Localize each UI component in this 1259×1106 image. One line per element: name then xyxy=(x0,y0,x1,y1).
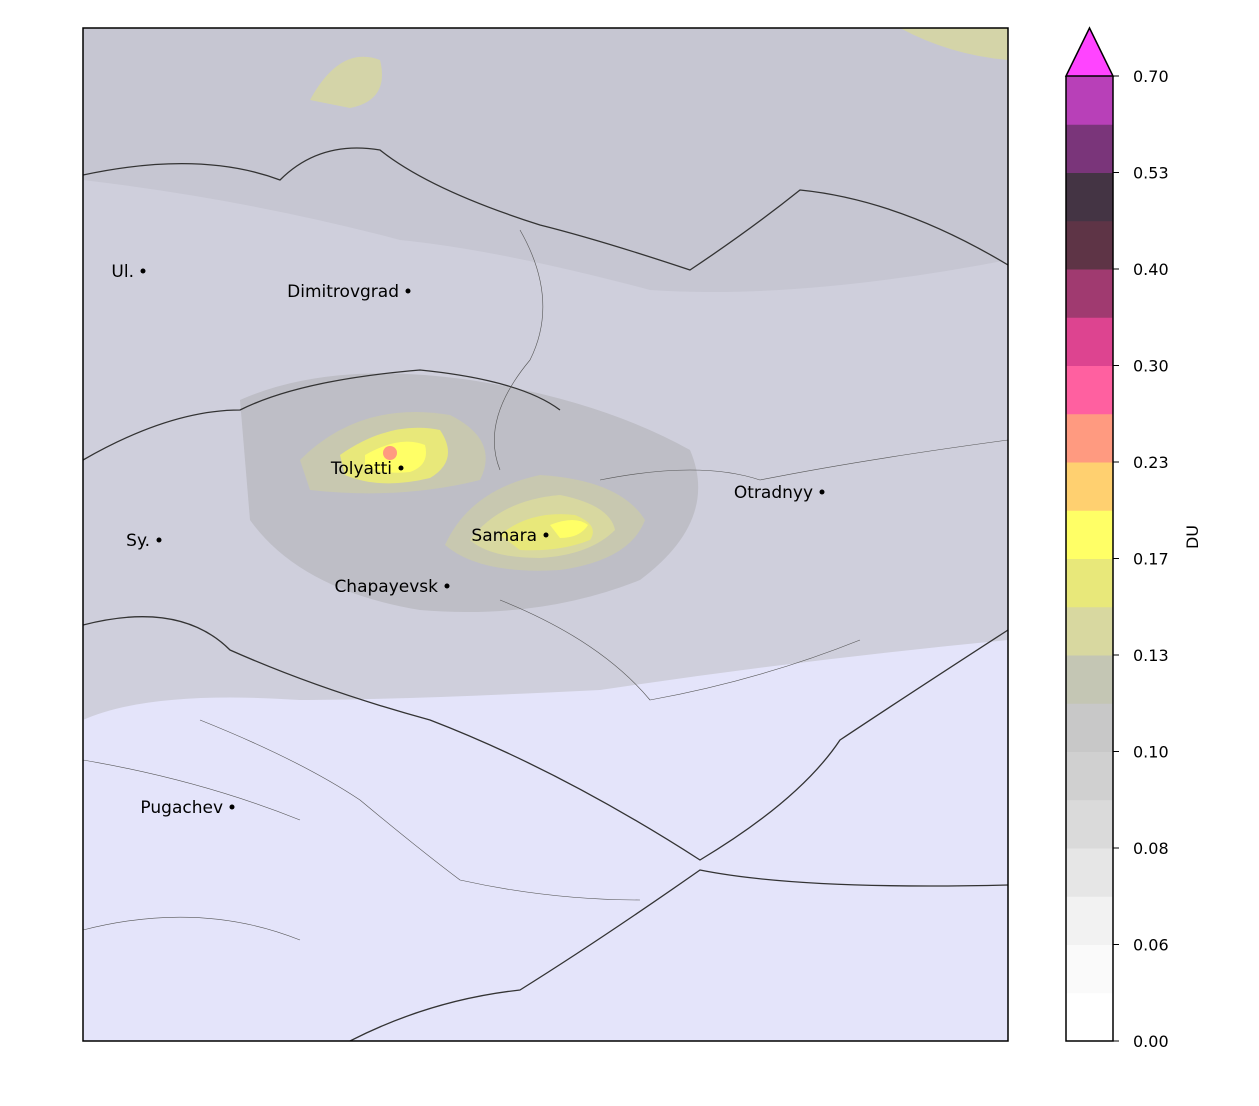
colorbar-segment xyxy=(1066,76,1113,125)
city-label: Pugachev xyxy=(140,798,223,818)
border xyxy=(499,439,1008,701)
city-label: Ul. xyxy=(111,262,134,282)
colorbar-tick-label: 0.08 xyxy=(1133,839,1169,858)
colorbar-extend xyxy=(1064,26,1115,77)
colorbar-segment xyxy=(1066,751,1113,801)
border xyxy=(199,719,641,901)
colorbar-segment xyxy=(1066,655,1113,704)
colorbar-segment xyxy=(1066,365,1113,415)
contour xyxy=(310,56,382,108)
border xyxy=(83,369,561,461)
city-label: Dimitrovgrad xyxy=(287,282,399,302)
city-label: Sy. xyxy=(126,531,150,551)
colorbar-tick-label: 0.17 xyxy=(1133,550,1169,569)
colorbar-tick-label: 0.53 xyxy=(1133,164,1169,183)
colorbar-segment xyxy=(1066,992,1113,1042)
colorbar-segment xyxy=(1066,944,1113,994)
colorbar-segment xyxy=(1066,220,1113,270)
colorbar-segment xyxy=(1066,606,1113,656)
colorbar-segment xyxy=(1066,317,1113,366)
city-dot xyxy=(405,288,411,294)
colorbar-tick-label: 0.23 xyxy=(1133,453,1169,472)
colorbar-tick-label: 0.00 xyxy=(1133,1032,1169,1051)
border xyxy=(83,616,1008,861)
colorbar-segment xyxy=(1066,413,1113,463)
map-frame xyxy=(82,27,1009,1042)
border xyxy=(83,147,1008,271)
colorbar-tick-label: 0.10 xyxy=(1133,743,1169,762)
city-dot xyxy=(543,532,549,538)
city-dot xyxy=(140,268,146,274)
map xyxy=(83,28,1008,1041)
city-dot xyxy=(229,804,235,810)
colorbar-segment xyxy=(1066,462,1113,511)
city-label: Samara xyxy=(471,526,537,546)
city-dot xyxy=(819,489,825,495)
border xyxy=(83,229,544,941)
colorbar-label: DU xyxy=(1183,525,1202,549)
colorbar-tick-label: 0.70 xyxy=(1133,67,1169,86)
city-labels: Ul. Dimitrovgrad Tolyatti Samara Chapayevsk O… xyxy=(111,262,825,818)
city-label: Otradnyy xyxy=(734,483,813,503)
colorbar-segment xyxy=(1066,703,1113,752)
city-label: Tolyatti xyxy=(330,459,392,479)
contour xyxy=(550,520,588,538)
colorbar-segment xyxy=(1066,269,1113,318)
colorbar-segment xyxy=(1066,558,1113,608)
colorbar-segment xyxy=(1066,172,1113,222)
colorbar-tick-label: 0.30 xyxy=(1133,357,1169,376)
city-dot xyxy=(398,465,404,471)
city-label: Chapayevsk xyxy=(334,577,438,597)
colorbar-segment xyxy=(1066,510,1113,559)
contour xyxy=(383,446,397,460)
colorbar-segment xyxy=(1066,896,1113,945)
colorbar-segment xyxy=(1066,848,1113,897)
contour xyxy=(900,28,1008,60)
colorbar-tick-label: 0.06 xyxy=(1133,936,1169,955)
colorbar: 0.00 0.06 0.08 0.10 0.13 0.17 0.23 0.30 0.40 0.53… xyxy=(1064,26,1169,1051)
border xyxy=(349,869,1008,1041)
colorbar-segment xyxy=(1066,124,1113,173)
city-dot xyxy=(156,537,162,543)
colorbar-tick-label: 0.13 xyxy=(1133,646,1169,665)
city-dot xyxy=(444,583,450,589)
colorbar-tick-label: 0.40 xyxy=(1133,260,1169,279)
colorbar-segment xyxy=(1066,799,1113,849)
